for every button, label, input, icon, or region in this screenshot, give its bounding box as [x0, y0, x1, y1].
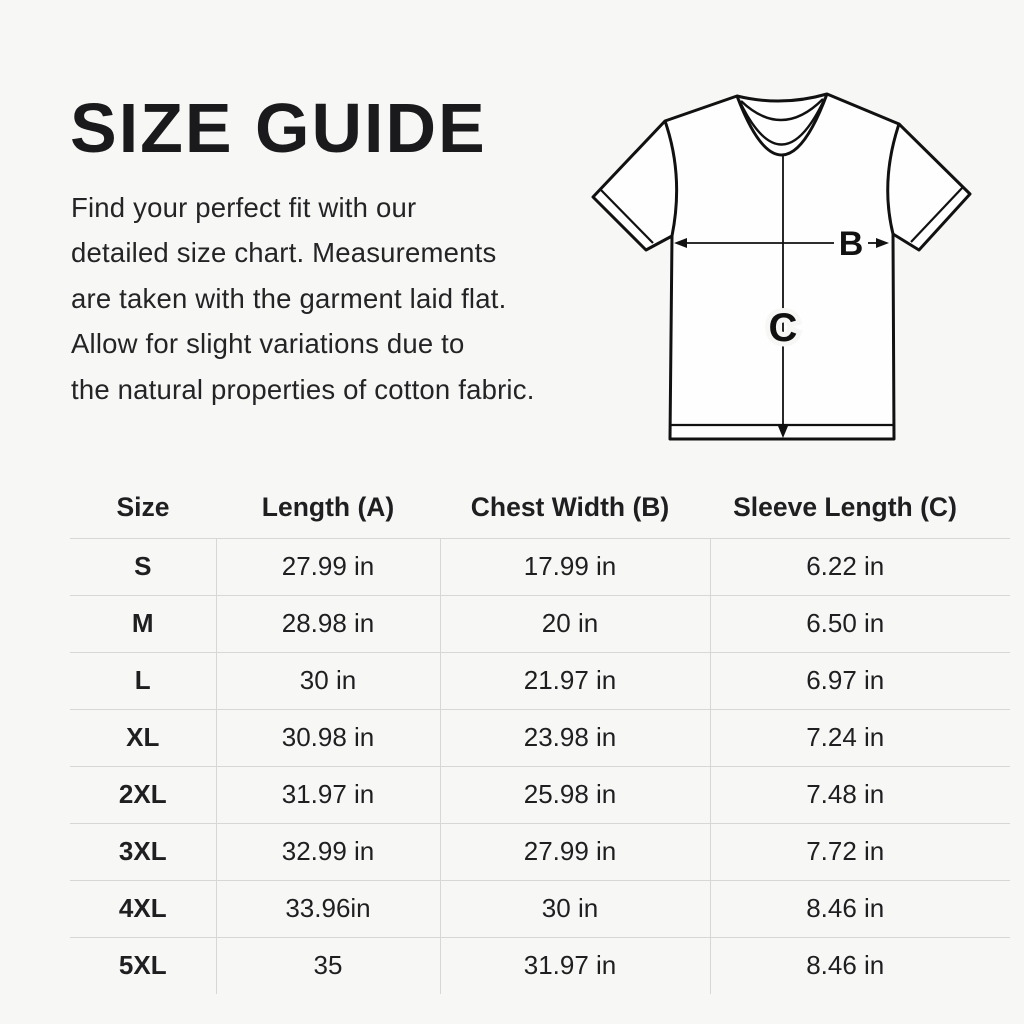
intro-line: Find your perfect fit with our	[71, 191, 417, 223]
cell-chest: 17.99 in	[439, 537, 710, 595]
cell-sleeve: 6.22 in	[709, 537, 1010, 595]
size-table-header: Size Length (A) Chest Width (B) Sleeve L…	[70, 478, 1010, 538]
table-row: 5XL 35 31.97 in 8.46 in	[70, 936, 1010, 994]
table-row: M 28.98 in 20 in 6.50 in	[70, 594, 1010, 652]
cell-length: 27.99 in	[215, 537, 440, 595]
cell-size: 5XL	[70, 936, 216, 994]
cell-length: 30 in	[215, 651, 440, 709]
cell-length: 32.99 in	[215, 822, 440, 880]
table-row: XL 30.98 in 23.98 in 7.24 in	[70, 708, 1010, 766]
cell-length: 35	[215, 936, 440, 994]
cell-length: 33.96in	[215, 879, 440, 937]
table-row: 4XL 33.96in 30 in 8.46 in	[70, 879, 1010, 937]
cell-chest: 31.97 in	[439, 936, 710, 994]
length-arrow	[778, 155, 788, 438]
page-title: SIZE GUIDE	[70, 89, 487, 167]
table-row: 2XL 31.97 in 25.98 in 7.48 in	[70, 765, 1010, 823]
tshirt-illustration-icon: B C	[591, 92, 972, 441]
intro-line: detailed size chart. Measurements	[71, 237, 497, 269]
right-cuff-line	[910, 186, 964, 243]
cell-chest: 27.99 in	[439, 822, 710, 880]
cell-size: 2XL	[70, 765, 216, 823]
chest-width-label: B	[839, 225, 864, 263]
collar-inner-arc	[737, 97, 827, 146]
cell-chest: 23.98 in	[439, 708, 710, 766]
cell-chest: 20 in	[439, 594, 710, 652]
table-row: S 27.99 in 17.99 in 6.22 in	[70, 537, 1010, 595]
header-row: Size Length (A) Chest Width (B) Sleeve L…	[70, 478, 1010, 538]
table-row: 3XL 32.99 in 27.99 in 7.72 in	[70, 822, 1010, 880]
cell-sleeve: 8.46 in	[709, 936, 1010, 994]
intro-line: Allow for slight variations due to	[71, 328, 465, 360]
cell-length: 31.97 in	[215, 765, 440, 823]
chest-width-arrow	[674, 238, 889, 248]
cell-sleeve: 6.50 in	[709, 594, 1010, 652]
tshirt-body-outline	[591, 92, 972, 441]
right-armhole-seam	[886, 123, 901, 235]
cell-sleeve: 6.97 in	[709, 651, 1010, 709]
size-table-body: S 27.99 in 17.99 in 6.22 in M 28.98 in 20 in 6.…	[70, 537, 1010, 994]
intro-text: Find your perfect fit with our detailed s…	[71, 185, 535, 413]
intro-line: are taken with the garment laid flat.	[71, 282, 507, 314]
left-cuff-line	[600, 189, 654, 244]
cell-sleeve: 7.48 in	[709, 765, 1010, 823]
cell-size: 3XL	[70, 822, 216, 880]
collar-outer-arc	[735, 93, 829, 157]
cell-length: 30.98 in	[215, 708, 440, 766]
cell-size: M	[70, 594, 216, 652]
cell-sleeve: 7.24 in	[709, 708, 1010, 766]
size-table: Size Length (A) Chest Width (B) Sleeve L…	[70, 478, 1010, 994]
cell-sleeve: 8.46 in	[709, 879, 1010, 937]
cell-size: XL	[70, 708, 216, 766]
tshirt-diagram: B C	[578, 76, 1022, 452]
cell-sleeve: 7.72 in	[709, 822, 1010, 880]
intro-line: the natural properties of cotton fabric.	[71, 373, 535, 405]
column-header-length: Length (A)	[261, 492, 395, 523]
length-label: C	[769, 306, 798, 350]
cell-length: 28.98 in	[215, 594, 440, 652]
cell-chest: 25.98 in	[439, 765, 710, 823]
cell-size: L	[70, 651, 216, 709]
cell-chest: 21.97 in	[439, 651, 710, 709]
cell-chest: 30 in	[439, 879, 710, 937]
column-header-size: Size	[116, 492, 170, 523]
cell-size: S	[70, 537, 216, 595]
left-armhole-seam	[663, 120, 679, 237]
collar-backneck-arc	[740, 98, 824, 122]
cell-size: 4XL	[70, 879, 216, 937]
column-header-sleeve: Sleeve Length (C)	[733, 492, 957, 523]
table-row: L 30 in 21.97 in 6.97 in	[70, 651, 1010, 709]
column-header-chest: Chest Width (B)	[470, 492, 670, 523]
